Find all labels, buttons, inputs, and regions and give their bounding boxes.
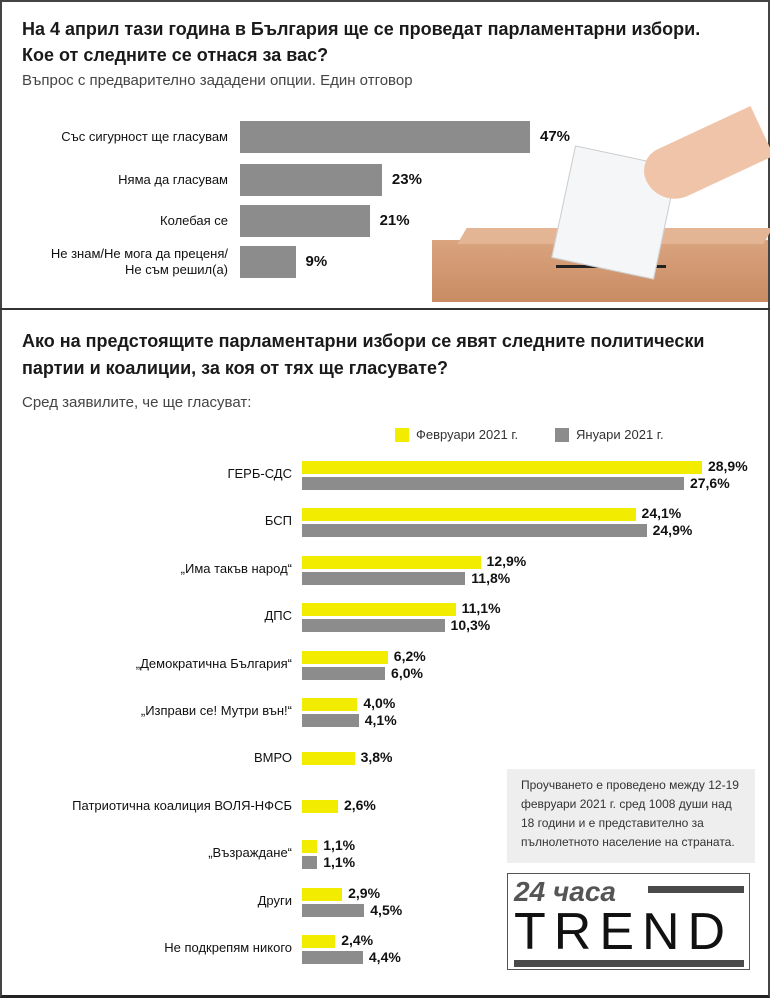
value-label-feb: 28,9% <box>707 458 748 474</box>
bar-feb <box>302 555 481 569</box>
bar-feb <box>302 461 702 474</box>
value-label-feb: 2,6% <box>343 796 376 813</box>
bar-feb <box>302 840 318 854</box>
bar-jan <box>302 666 386 680</box>
trend-logo: 24 часа TREND <box>507 873 750 970</box>
bar-feb <box>302 650 388 664</box>
party-label: Патриотична коалиция ВОЛЯ-НФСБ <box>72 797 292 813</box>
party-label: ГЕРБ-СДС <box>227 466 292 481</box>
party-label: „Има такъв народ“ <box>180 560 292 576</box>
legend-swatch-jan <box>555 428 569 442</box>
bar-feb <box>302 752 355 766</box>
q1-title-line2: Кое от следните се отнася за вас? <box>22 45 329 65</box>
bar <box>240 205 370 237</box>
logo-rule-top <box>648 886 744 893</box>
bar <box>240 121 530 153</box>
value-label-jan: 11,8% <box>471 569 511 586</box>
bar-jan <box>302 714 359 727</box>
value-label-jan: 4,5% <box>370 901 403 918</box>
ballot-box-illustration <box>432 105 770 302</box>
bar-feb <box>302 508 636 522</box>
bar-feb <box>302 603 456 617</box>
logo-24chasa: 24 часа <box>514 876 616 907</box>
bar-label: Няма да гласувам <box>118 172 228 187</box>
hand <box>636 105 770 210</box>
q2-title-line2: партии и коалиции, за коя от тях ще глас… <box>22 358 448 378</box>
legend-swatch-feb <box>395 428 409 442</box>
q2-title-line1: Ако на предстоящите парламентарни избори… <box>22 331 705 351</box>
bar-jan <box>302 951 363 964</box>
bar <box>240 164 382 196</box>
value-label-feb: 4,0% <box>363 695 396 711</box>
party-label: ВМРО <box>254 750 292 766</box>
value-label-feb: 1,1% <box>323 837 356 854</box>
party-label: „Изправи се! Мутри вън!“ <box>140 703 292 718</box>
value-label-jan: 10,3% <box>450 617 491 634</box>
legend-label-feb: Февруари 2021 г. <box>416 427 519 442</box>
value-label: 47% <box>539 128 571 145</box>
party-label: ДПС <box>264 608 292 624</box>
logo-trend: TREND <box>514 903 734 961</box>
legend-label-jan: Януари 2021 г. <box>576 427 664 442</box>
value-label-jan: 1,1% <box>323 854 356 871</box>
bar-label: Със сигурност ще гласувам <box>61 129 228 144</box>
q2-subtitle: Сред заявилите, че ще гласуват: <box>22 394 252 411</box>
value-label-feb: 2,9% <box>348 884 381 901</box>
section-divider <box>0 308 770 310</box>
bar-feb <box>302 799 338 813</box>
value-label-jan: 27,6% <box>689 475 730 491</box>
party-label: БСП <box>264 513 292 529</box>
logo-rule-bottom <box>514 960 744 967</box>
value-label-feb: 2,4% <box>341 932 374 948</box>
value-label-feb: 12,9% <box>486 552 527 569</box>
value-label: 21% <box>379 212 410 229</box>
bar-jan <box>302 477 684 490</box>
q1-subtitle: Въпрос с предварително зададени опции. Е… <box>22 72 413 89</box>
bar-jan <box>302 903 365 917</box>
value-label-feb: 3,8% <box>360 749 393 766</box>
bar <box>240 246 296 278</box>
party-label: Не подкрепям никого <box>164 940 292 955</box>
bar-jan <box>302 524 647 538</box>
bar-jan <box>302 619 445 633</box>
value-label-jan: 24,9% <box>652 522 693 539</box>
party-label: „Възраждане“ <box>208 845 292 861</box>
party-label: Други <box>257 892 292 908</box>
bar-label: Не знам/Не мога да преценя/ <box>50 246 228 261</box>
value-label-feb: 11,1% <box>461 600 501 617</box>
bar-jan <box>302 571 466 585</box>
party-label: „Демократична България“ <box>135 655 292 671</box>
bar-jan <box>302 856 318 870</box>
value-label: 23% <box>391 171 422 188</box>
methodology-note: Проучването е проведено между 12-19 февр… <box>507 769 755 863</box>
bar-feb <box>302 935 336 948</box>
bar-label: Не съм решил(а) <box>124 262 228 277</box>
value-label-jan: 6,0% <box>391 664 423 681</box>
value-label-jan: 4,4% <box>368 949 401 965</box>
value-label-feb: 24,1% <box>641 505 682 522</box>
bar-feb <box>302 698 358 711</box>
q1-title-line1: На 4 април тази година в България ще се … <box>22 19 701 39</box>
value-label-jan: 4,1% <box>364 712 397 728</box>
value-label-feb: 6,2% <box>393 647 426 664</box>
value-label: 9% <box>305 253 328 270</box>
bar-label: Колебая се <box>160 213 228 228</box>
bar-feb <box>302 887 343 901</box>
